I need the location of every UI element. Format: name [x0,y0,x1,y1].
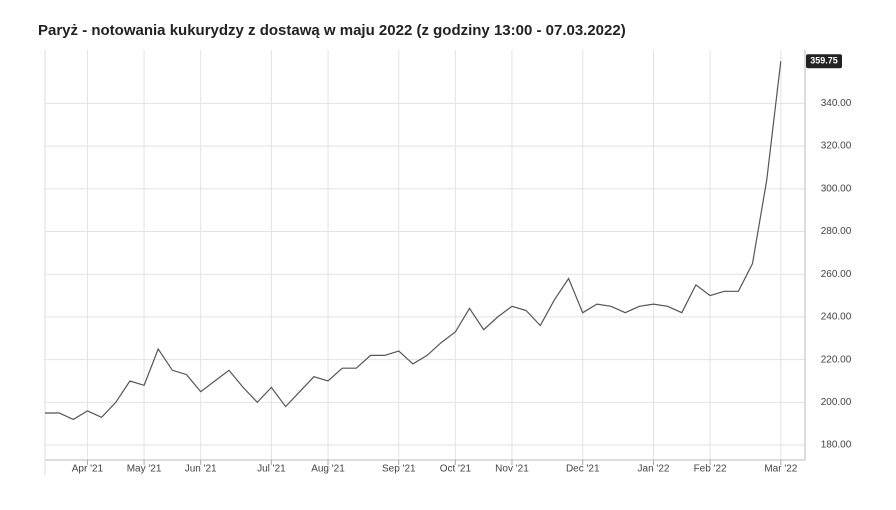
y-tick-label: 200.00 [821,397,852,408]
x-tick-label: Jul '21 [257,464,286,475]
x-tick-label: May '21 [127,464,162,475]
price-line [45,61,782,421]
chart-title: Paryż - notowania kukurydzy z dostawą w … [38,22,626,39]
y-tick-label: 340.00 [821,98,852,109]
x-tick-label: Oct '21 [440,464,472,475]
y-tick-label: 260.00 [821,269,852,280]
x-tick-label: Sep '21 [382,464,416,475]
last-value-box [806,54,842,69]
y-tick-label: 180.00 [821,440,852,451]
x-tick-label: Jun '21 [185,464,217,475]
y-tick-label: 300.00 [821,183,852,194]
y-tick-label: 320.00 [821,141,852,152]
x-tick-label: Nov '21 [495,464,529,475]
x-tick-label: Feb '22 [694,464,727,475]
last-value-label: 359.75 [810,56,838,66]
x-tick-label: Mar '22 [764,464,797,475]
x-tick-label: Aug '21 [311,464,345,475]
x-tick-label: Apr '21 [72,464,104,475]
y-tick-label: 220.00 [821,354,852,365]
y-tick-label: 240.00 [821,312,852,323]
x-tick-label: Jan '22 [638,464,670,475]
x-tick-label: Dec '21 [566,464,600,475]
y-tick-label: 280.00 [821,226,852,237]
